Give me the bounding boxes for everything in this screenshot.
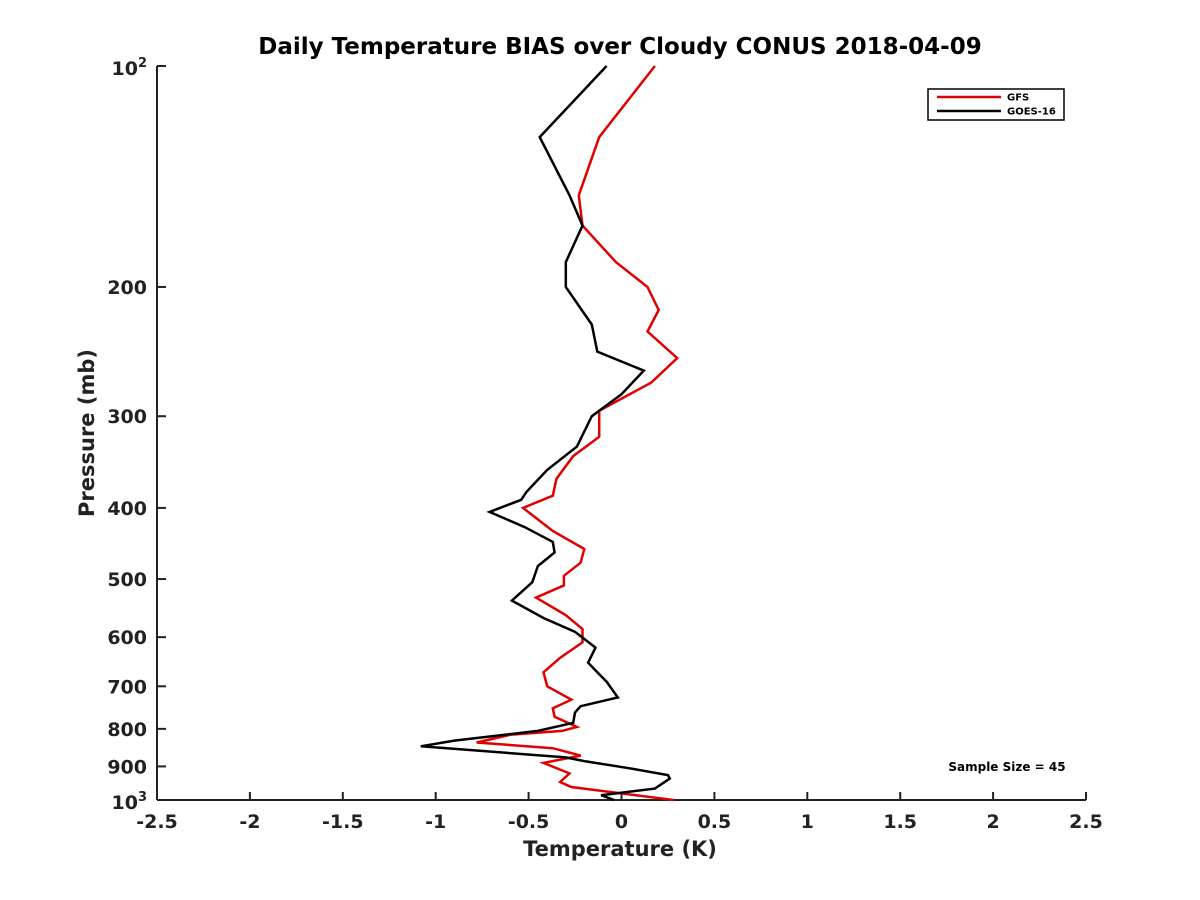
y-tick-label: 200 [107,277,147,299]
y-tick-label: 600 [107,627,147,649]
x-tick-label: -1 [425,811,446,833]
x-tick-label: 2.5 [1069,811,1103,833]
y-tick-label: 700 [107,676,147,698]
y-tick-label: 500 [107,569,147,591]
y-tick-label: 800 [107,719,147,741]
y-tick-label: 400 [107,498,147,520]
legend-label: GOES-16 [1007,107,1056,118]
x-axis-label: Temperature (K) [523,837,717,861]
x-tick-label: -2.5 [136,811,178,833]
legend-box [927,88,1065,121]
y-tick-label: 900 [107,756,147,778]
x-tick-label: -1.5 [322,811,364,833]
y-tick-label: 300 [107,406,147,428]
y-tick-label: 103 [112,790,148,814]
sample-size-annotation: Sample Size = 45 [948,760,1065,774]
x-tick-label: 1.5 [883,811,917,833]
y-tick-label: 102 [112,56,148,80]
chart-title: Daily Temperature BIAS over Cloudy CONUS… [258,34,981,60]
series-line-goes-16 [420,65,672,802]
legend-label: GFS [1007,93,1029,104]
series-line-gfs [476,65,680,802]
x-tick-label: 0 [615,811,628,833]
y-axis-label: Pressure (mb) [75,349,99,517]
x-tick-label: -2 [239,811,260,833]
x-tick-label: 1 [801,811,814,833]
plot-area: -2.5 -2 -1.5 -1 -0.5 0 0.5 1 1.5 2 2.5 102 200 300 400… [107,56,1103,833]
x-tick-label: 0.5 [698,811,732,833]
x-tick-label: 2 [986,811,999,833]
x-tick-label: -0.5 [508,811,550,833]
